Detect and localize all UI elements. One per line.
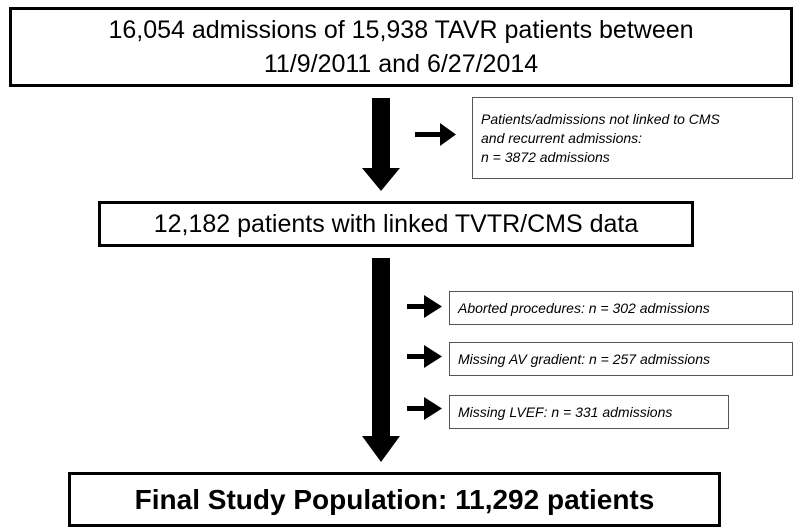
initial-population-box: 16,054 admissions of 15,938 TAVR patient… [9,7,793,87]
initial-population-line2: 11/9/2011 and 6/27/2014 [263,50,539,78]
exclusion-av-gradient-label: Missing AV gradient: n = 257 admissions [458,350,711,367]
exclusion-not-linked-line3: n = 3872 admissions [481,148,610,165]
final-population-label: Final Study Population: 11,292 patients [134,483,655,515]
initial-population-line1: 16,054 admissions of 15,938 TAVR patient… [108,16,694,44]
exclusion-aborted-label: Aborted procedures: n = 302 admissions [458,299,710,316]
exclusion-box-lvef: Missing LVEF: n = 331 admissions [449,395,729,429]
exclusion-box-av-gradient: Missing AV gradient: n = 257 admissions [449,342,793,376]
exclusion-not-linked-line2: and recurrent admissions: [481,129,643,146]
final-population-box: Final Study Population: 11,292 patients [68,472,721,527]
exclusion-box-not-linked: Patients/admissions not linked to CMS an… [472,97,793,179]
exclusion-not-linked-line1: Patients/admissions not linked to CMS [481,110,720,127]
linked-patients-box: 12,182 patients with linked TVTR/CMS dat… [98,201,694,247]
exclusion-lvef-label: Missing LVEF: n = 331 admissions [458,403,673,420]
exclusion-box-aborted: Aborted procedures: n = 302 admissions [449,291,793,325]
linked-patients-label: 12,182 patients with linked TVTR/CMS dat… [153,209,639,238]
